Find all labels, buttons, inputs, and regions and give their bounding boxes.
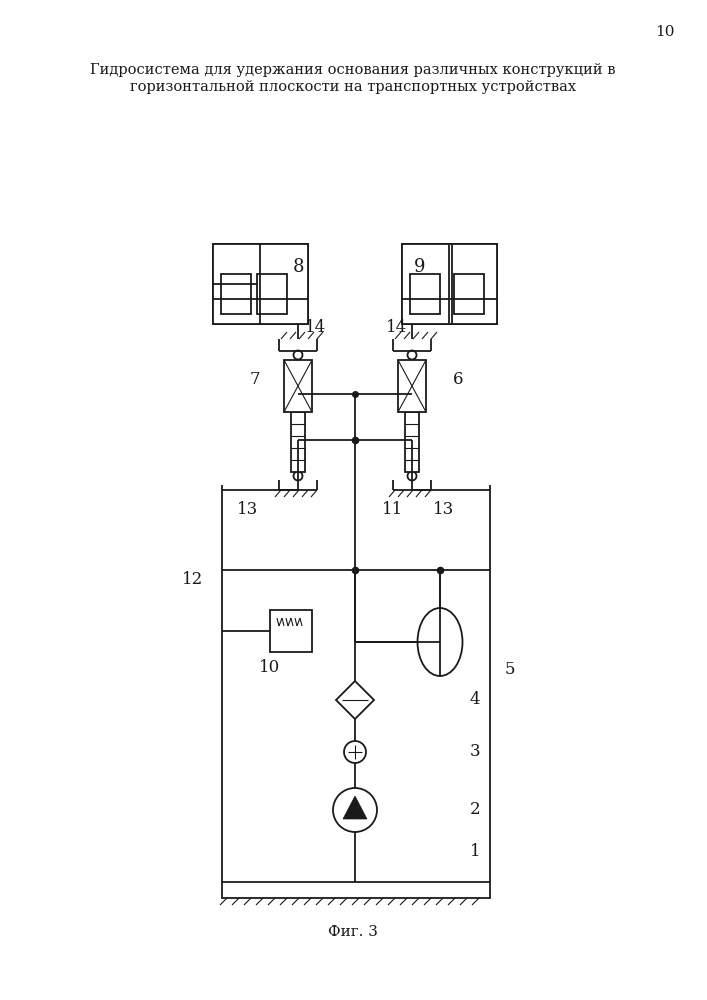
Text: 6: 6 [452,371,463,388]
Bar [257,274,287,314]
Text: 14: 14 [386,318,408,336]
Bar [402,244,497,324]
Bar [284,360,312,412]
Circle shape [293,472,303,481]
Circle shape [293,351,303,360]
Polygon shape [343,796,367,819]
Text: 12: 12 [182,572,204,588]
Bar [221,274,251,314]
Circle shape [333,788,377,832]
Bar [454,274,484,314]
Bar [291,412,305,472]
Circle shape [407,351,416,360]
Text: Гидросистема для удержания основания различных конструкций в: Гидросистема для удержания основания раз… [90,63,616,77]
Text: 7: 7 [250,371,260,388]
Text: 11: 11 [382,502,404,518]
Text: 10: 10 [655,25,674,39]
Circle shape [407,472,416,481]
Text: 3: 3 [469,744,480,760]
Text: 5: 5 [505,662,515,678]
Polygon shape [336,681,374,719]
Text: 1: 1 [469,844,480,860]
Bar [410,274,440,314]
Text: 10: 10 [259,660,281,676]
Text: 8: 8 [293,258,305,276]
Bar [398,360,426,412]
Ellipse shape [418,608,462,676]
Text: 9: 9 [414,258,426,276]
Text: 4: 4 [469,692,480,708]
Bar [270,610,312,652]
Bar [213,244,308,324]
Bar [457,254,488,314]
Text: 14: 14 [305,318,327,336]
Text: Фиг. 3: Фиг. 3 [328,925,378,939]
Circle shape [344,741,366,763]
Text: 13: 13 [433,502,455,518]
Bar [222,882,490,898]
Text: горизонтальной плоскости на транспортных устройствах: горизонтальной плоскости на транспортных… [130,80,576,94]
Bar [221,254,252,314]
Text: 13: 13 [238,502,259,518]
Bar [213,244,308,324]
Bar [402,244,497,324]
Text: 2: 2 [469,802,480,818]
Bar [405,412,419,472]
